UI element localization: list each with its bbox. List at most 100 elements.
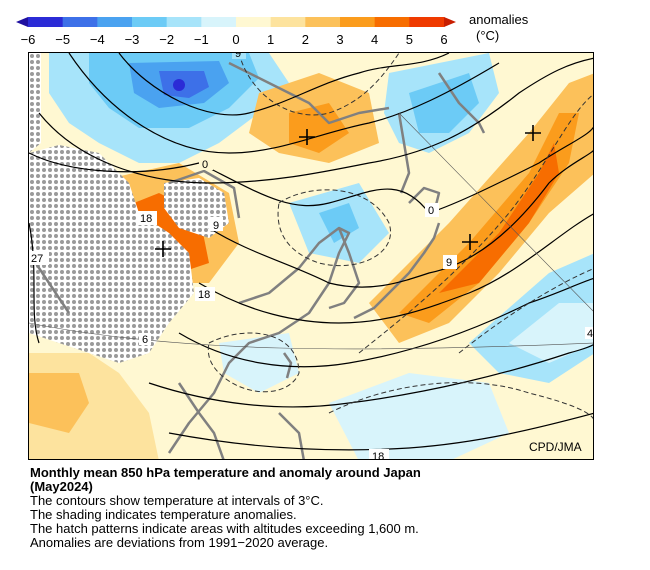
colorbar-tick-label: −3 [125,32,140,47]
graticule-line-2 [29,322,593,350]
coastline-sakhalin [397,112,411,194]
colorbar-tick-label: −6 [21,32,36,47]
contour-label-27: 27 [29,251,49,265]
coastline-japan-kyushu [353,222,441,320]
colorbar-tick-label: 5 [406,32,413,47]
colorbar-cell [97,17,133,27]
colorbar-cell [340,17,376,27]
contour-twentyseven [29,222,40,344]
contour-twentyone [168,412,593,451]
colorbar-cell [166,17,202,27]
dashed-contour-pacific [358,94,593,354]
contour-label-18-south: 18 [195,287,215,301]
colorbar-cells [28,17,445,27]
coastline-kamchatka [437,72,486,134]
contour-fifteen [178,278,593,368]
contour-label-6-left: 6 [139,333,151,346]
dashed-contour-japan-sea [277,189,392,267]
svg-text:27: 27 [31,253,43,265]
plus-marker-4 [462,234,478,250]
svg-text:6: 6 [142,334,148,346]
contour-label-4-right: 4 [585,327,593,340]
svg-text:9: 9 [446,257,452,269]
graticule-line-1 [398,112,593,312]
dashed-contour-south-china [207,332,300,393]
caption-subtitle: (May2024) [30,479,93,494]
temperature-anomaly-map: 0 9 18 9 18 27 [28,52,594,460]
caption-line-hatch: The hatch patterns indicate areas with a… [30,521,419,536]
highland-hatch-tibet [29,145,194,363]
colorbar-tick-label: 6 [440,32,447,47]
blue-northeast-mid [409,73,479,133]
colorbar-cell [305,17,341,27]
colorbar-title: anomalies [469,12,529,27]
caption-line-normal: Anomalies are deviations from 1991−2020 … [30,535,329,550]
coastline-philippines [278,412,305,459]
colorbar-tick-label: 3 [336,32,343,47]
colorbar-right-arrow [444,17,456,27]
coastline-russia-north [228,61,390,125]
highland-hatch-north [29,53,41,153]
svg-text:18: 18 [198,289,210,301]
colorbar-left-arrow [16,17,28,27]
contour-nine-west [208,150,593,288]
anomaly-maxima-markers [155,125,541,257]
contour-label-0-west: 0 [199,157,213,171]
anomaly-colorbar: −6 −5 −4 −3 −2 −1 0 1 2 3 4 5 6 anomalies (°C) [16,12,529,47]
colorbar-tick-label: 0 [232,32,239,47]
svg-text:0: 0 [428,205,434,217]
anomaly-minimum [173,79,185,91]
caption-line-shading: The shading indicates temperature anomal… [30,507,297,522]
coastline-korea-peninsula [328,227,361,310]
coastline-taiwan [282,352,293,379]
plus-marker-3 [155,241,171,257]
anomaly-zero-contours [207,53,593,420]
contour-eighteen [148,344,593,408]
colorbar-tick-labels: −6 −5 −4 −3 −2 −1 0 1 2 3 4 5 6 [21,32,448,47]
contour-label-9-asia: 9 [209,217,223,232]
colorbar-tick-label: 2 [302,32,309,47]
colorbar-cell [28,17,64,27]
colorbar-tick-label: 4 [371,32,378,47]
blue-southeast-region [329,373,509,459]
contour-minus9 [118,53,450,116]
svg-text:9: 9 [213,220,219,232]
svg-text:9: 9 [235,53,241,60]
dashed-contour-east [458,268,593,354]
svg-text:18: 18 [372,451,384,460]
graticule [29,112,593,350]
colorbar-tick-label: −1 [194,32,209,47]
caption-line-contours: The contours show temperature at interva… [30,493,324,508]
plus-marker-1 [299,129,315,145]
contour-label-18-asia: 18 [137,211,157,225]
colorbar-tick-label: 1 [267,32,274,47]
colorbar-cell [62,17,98,27]
contour-minus6 [68,53,500,154]
orange-pacific-band [369,73,593,343]
coastline-indochina [177,382,225,459]
colorbar-cell [132,17,168,27]
svg-text:0: 0 [202,159,208,171]
colorbar-tick-label: −4 [90,32,105,47]
dashed-contour-north [238,53,400,116]
contour-label-0-east: 0 [425,203,439,217]
contour-twelve [198,213,593,324]
caption-title: Monthly mean 850 hPa temperature and ano… [30,465,421,480]
plus-marker-2 [525,125,541,141]
contour-labels: 0 9 18 9 18 27 [29,53,593,460]
figure-caption: Monthly mean 850 hPa temperature and ano… [30,466,630,550]
colorbar-tick-label: −5 [55,32,70,47]
dashed-contour-south [328,382,593,420]
colorbar-unit: (°C) [476,28,499,43]
coastline-lake-baikal [168,169,241,219]
contour-minus3 [38,57,593,184]
contour-label-9-east: 9 [443,255,457,269]
colorbar-tick-label: −2 [159,32,174,47]
colorbar-cell [409,17,445,27]
colorbar-cell [270,17,306,27]
contour-label-18-bottom: 18 [369,449,389,460]
orange-west-region [29,373,89,433]
colorbar-cell [236,17,272,27]
svg-text:4: 4 [587,328,593,340]
contour-label-9-top: 9 [232,53,246,60]
